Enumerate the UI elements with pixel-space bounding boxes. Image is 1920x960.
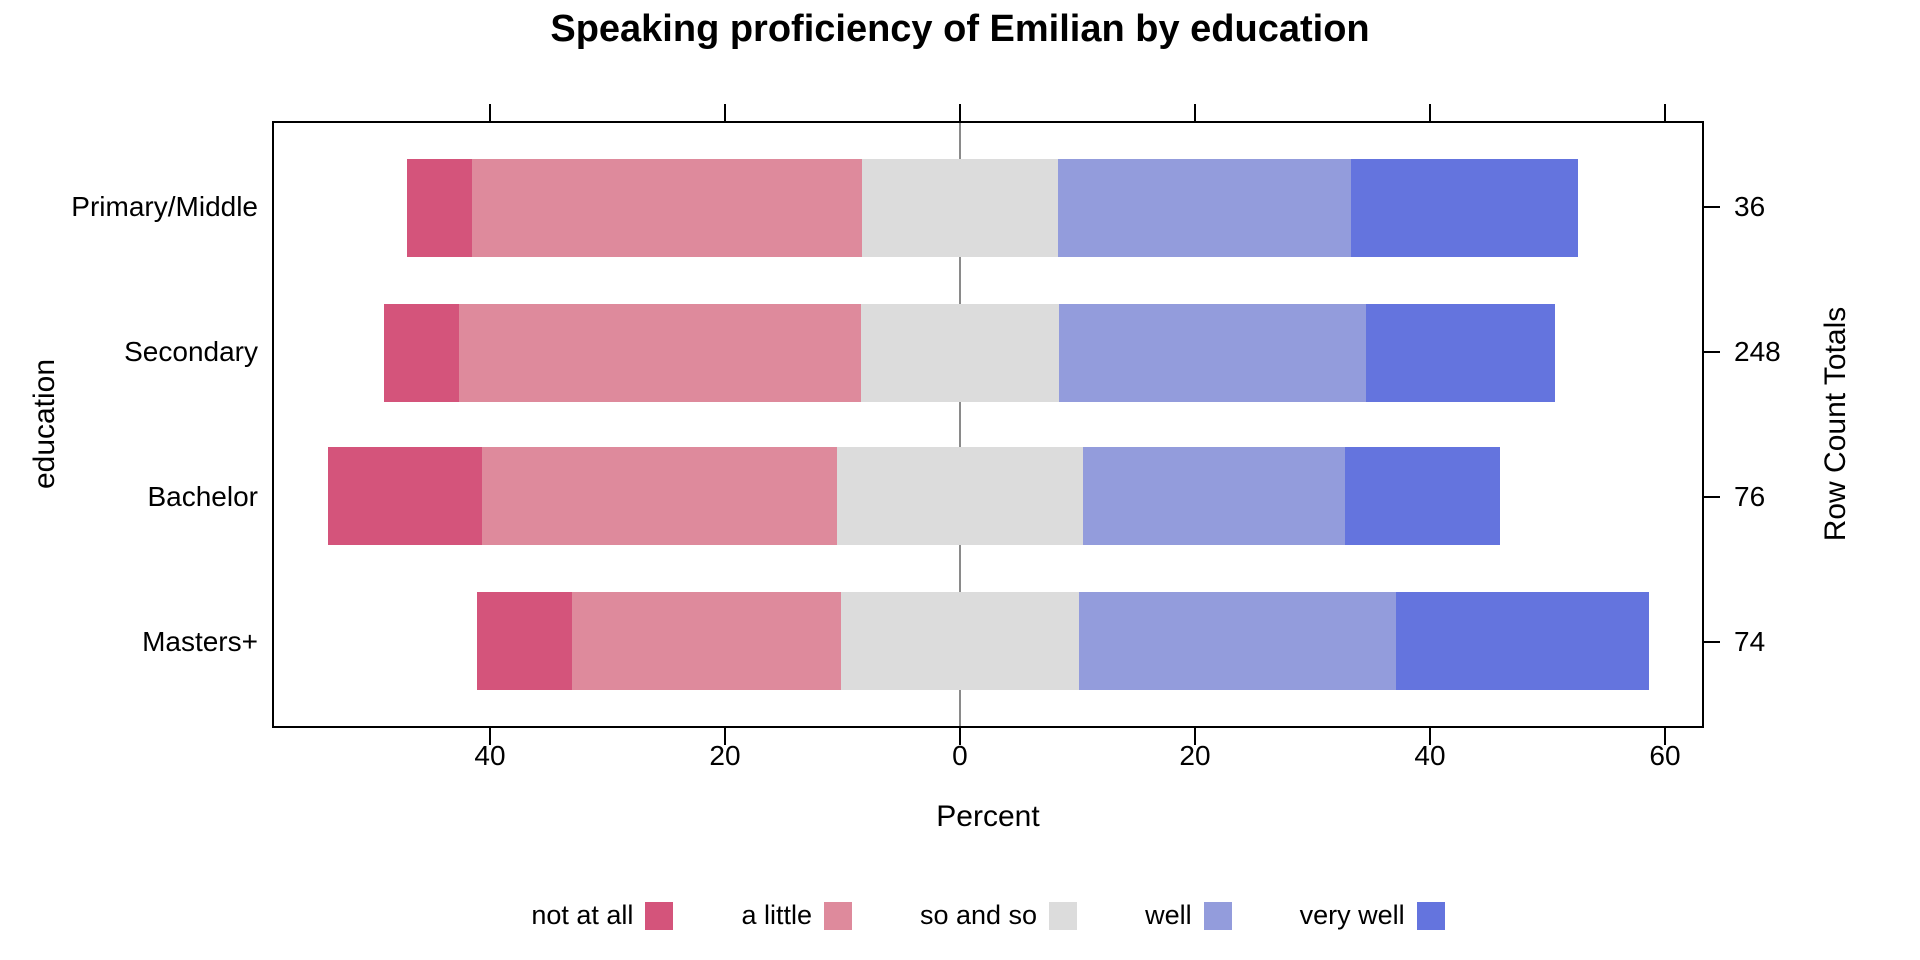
x-tick: [488, 728, 491, 745]
x-tick: [958, 728, 961, 745]
zero-reference-line: [959, 123, 962, 726]
x-tick: [1193, 728, 1196, 745]
category-label: Bachelor: [147, 480, 258, 512]
legend-swatch: [1416, 901, 1445, 930]
legend-label: very well: [1299, 900, 1405, 930]
bar-segment-not-at-all: [327, 447, 483, 546]
x-tick-label: 20: [709, 740, 741, 771]
legend-swatch: [645, 901, 674, 930]
right-axis-title: Row Count Totals: [1819, 306, 1852, 542]
legend-item: well: [1145, 900, 1232, 931]
bar-segment-well: [1057, 159, 1351, 258]
bar-segment-not-at-all: [383, 303, 460, 402]
bar-segment-well: [1059, 303, 1367, 402]
plot-box: [272, 121, 1704, 728]
legend-swatch: [823, 901, 852, 930]
legend-item: not at all: [531, 900, 674, 931]
legend: not at all a little so and so well very well: [272, 900, 1704, 931]
bar-segment-well: [1078, 591, 1396, 690]
category-label: Masters+: [142, 625, 258, 657]
row-total-tick: [1704, 351, 1720, 354]
category-label: Secondary: [124, 336, 258, 368]
row-total-label: 248: [1734, 336, 1781, 368]
legend-label: well: [1145, 900, 1192, 930]
x-tick: [1428, 728, 1431, 745]
bar-segment-a-little: [572, 591, 842, 690]
x-tick-label: 40: [1414, 740, 1446, 771]
bar-segment-not-at-all: [477, 591, 573, 690]
legend-swatch: [1203, 901, 1232, 930]
row-total-label: 74: [1734, 625, 1766, 657]
x-tick-label: 40: [474, 740, 506, 771]
x-tick: [958, 104, 961, 121]
legend-item: a little: [741, 900, 852, 931]
bar-segment-so-and-so: [862, 159, 1058, 258]
bar-segment-not-at-all: [406, 159, 472, 258]
chart-title: Speaking proficiency of Emilian by educa…: [550, 8, 1370, 50]
x-tick: [1193, 104, 1196, 121]
legend-item: so and so: [919, 900, 1078, 931]
x-tick-label: 60: [1649, 740, 1681, 771]
plot-area: [274, 123, 1702, 726]
bar-segment-very-well: [1345, 447, 1500, 546]
x-tick: [1428, 104, 1431, 121]
row-total-tick: [1704, 495, 1720, 498]
row-total-label: 76: [1734, 480, 1766, 512]
row-total-label: 36: [1734, 191, 1766, 222]
category-label: Primary/Middle: [71, 191, 258, 222]
x-tick: [1663, 728, 1666, 745]
x-tick-label: 0: [952, 740, 968, 771]
x-axis-title: Percent: [936, 800, 1040, 833]
bar-segment-a-little: [482, 447, 837, 546]
x-tick-label: 20: [1179, 740, 1211, 771]
legend-label: a little: [741, 900, 812, 930]
legend-label: so and so: [919, 900, 1038, 930]
legend-label: not at all: [531, 900, 634, 930]
bar-segment-so-and-so: [836, 447, 1084, 546]
row-total-tick: [1704, 206, 1720, 208]
bar-segment-very-well: [1366, 303, 1556, 402]
row-total-tick: [1704, 640, 1720, 643]
x-tick: [723, 104, 726, 121]
bar-segment-so-and-so: [860, 303, 1060, 402]
x-tick: [488, 104, 491, 121]
legend-swatch: [1049, 901, 1078, 930]
bar-segment-a-little: [459, 303, 861, 402]
y-axis-title: education: [28, 358, 61, 490]
legend-item: very well: [1300, 900, 1445, 931]
bar-segment-a-little: [471, 159, 863, 258]
bar-segment-well: [1083, 447, 1346, 546]
bar-segment-very-well: [1350, 159, 1579, 258]
x-tick: [723, 728, 726, 745]
x-tick: [1663, 104, 1666, 121]
bar-segment-very-well: [1395, 591, 1649, 690]
bar-segment-so-and-so: [841, 591, 1079, 690]
